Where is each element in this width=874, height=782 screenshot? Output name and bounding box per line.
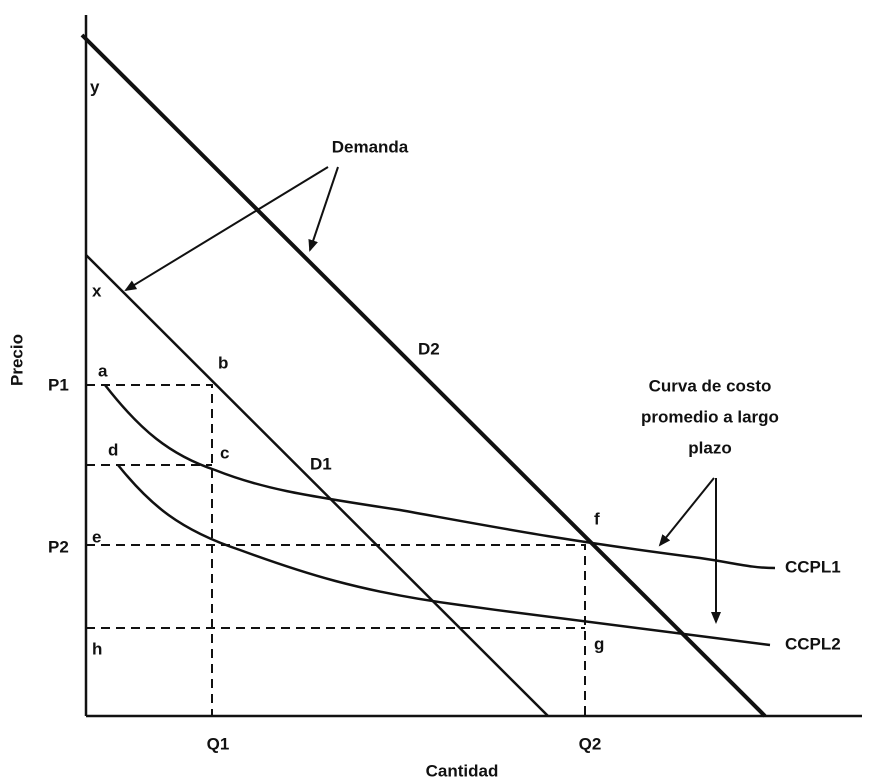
- axes: [84, 15, 862, 718]
- point-label: f: [594, 509, 600, 528]
- cost-curve-ccpl1: [104, 384, 776, 570]
- arrow: [308, 166, 339, 252]
- y-axis-label: Precio: [7, 334, 26, 386]
- curve-label: CCPL1: [785, 557, 841, 576]
- point-label: y: [90, 77, 100, 96]
- demand-curve-d2: [80, 33, 767, 718]
- point-label: g: [594, 634, 604, 653]
- point-label: b: [218, 353, 228, 372]
- arrow: [658, 477, 715, 547]
- tick-label: P2: [48, 537, 69, 556]
- point-label: d: [108, 440, 118, 459]
- demand-curve-d1: [85, 254, 549, 717]
- point-label: x: [92, 281, 102, 300]
- point-label: h: [92, 639, 102, 658]
- point-label: e: [92, 527, 101, 546]
- annotation: Demanda: [332, 137, 409, 156]
- cost-curve-ccpl2: [117, 464, 771, 647]
- curve-label: CCPL2: [785, 634, 841, 653]
- point-label: a: [98, 361, 108, 380]
- curve-label: D1: [310, 454, 332, 473]
- guide-p2-q2: [86, 544, 586, 716]
- curve-label: D2: [418, 339, 440, 358]
- annotation: plazo: [688, 438, 731, 457]
- guide-p1-q1: [86, 384, 213, 716]
- tick-label: P1: [48, 375, 69, 394]
- annotation: Curva de costo: [649, 376, 772, 395]
- dashed-guides: [86, 384, 586, 716]
- x-axis-label: Cantidad: [426, 761, 499, 780]
- arrow: [124, 166, 329, 292]
- tick-label: Q1: [207, 734, 230, 753]
- tick-label: Q2: [579, 734, 602, 753]
- point-label: c: [220, 443, 229, 462]
- annotation: promedio a largo: [641, 407, 779, 426]
- arrows: [124, 166, 721, 624]
